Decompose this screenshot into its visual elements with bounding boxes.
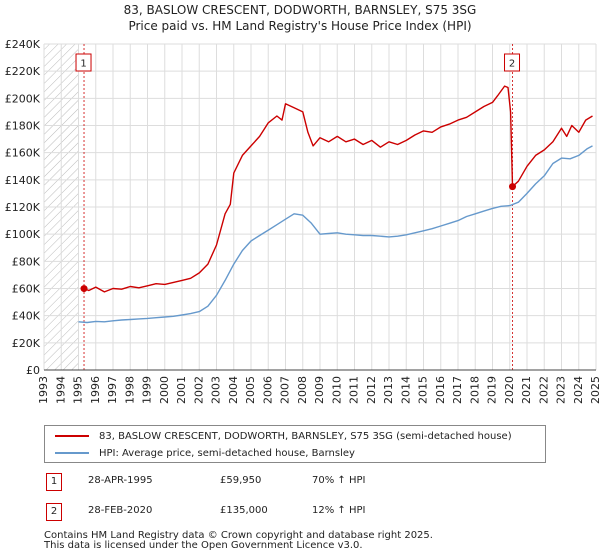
x-tick-label: 2007: [279, 376, 292, 404]
transaction-price: £135,000: [220, 505, 268, 516]
y-tick-label: £20K: [12, 337, 41, 350]
transaction-price: £59,950: [220, 475, 262, 486]
legend-item-price: 83, BASLOW CRESCENT, DODWORTH, BARNSLEY,…: [55, 428, 512, 444]
transaction-marker-box: [75, 53, 92, 72]
y-tick-label: £60K: [12, 283, 41, 296]
x-tick-label: 2014: [399, 376, 412, 404]
chart-title: 83, BASLOW CRESCENT, DODWORTH, BARNSLEY,…: [123, 3, 477, 17]
x-tick-label: 2008: [296, 376, 309, 404]
x-tick-label: 2013: [382, 376, 395, 404]
transaction-hpi-change: 12% ↑ HPI: [312, 505, 366, 516]
x-tick-label: 2016: [434, 376, 447, 404]
x-tick-label: 2025: [589, 376, 600, 404]
x-tick-label: 2009: [313, 376, 326, 404]
y-tick-label: £180K: [5, 120, 41, 133]
x-tick-label: 2017: [451, 376, 464, 404]
x-tick-label: 2010: [330, 376, 343, 404]
y-tick-label: £220K: [5, 65, 41, 78]
y-tick-label: £240K: [5, 38, 41, 51]
transaction-marker-label: 1: [80, 59, 86, 70]
x-tick-label: 2018: [468, 376, 481, 404]
transaction-marker-box: [504, 53, 521, 72]
footer-copyright: Contains HM Land Registry data © Crown c…: [44, 530, 433, 541]
x-tick-label: 2011: [348, 376, 361, 404]
x-tick-label: 1993: [37, 376, 50, 404]
hpi-line: [78, 145, 593, 324]
legend-item-hpi: HPI: Average price, semi-detached house,…: [55, 445, 355, 461]
footer-license: This data is licensed under the Open Gov…: [44, 540, 363, 551]
y-tick-label: £160K: [5, 147, 41, 160]
transaction-point: [80, 285, 88, 293]
legend-price-label: 83, BASLOW CRESCENT, DODWORTH, BARNSLEY,…: [99, 430, 512, 442]
x-tick-label: 2024: [572, 376, 585, 404]
x-tick-label: 1994: [54, 376, 67, 404]
transaction-point: [509, 183, 517, 191]
legend-price-swatch: [55, 435, 89, 437]
transaction-badge: 1: [46, 473, 62, 491]
price-chart: £0 £20K £40K £60K £80K £100K £120K £140K £160K £1…: [5, 38, 600, 404]
x-tick-label: 1997: [106, 376, 119, 404]
x-tick-label: 2012: [365, 376, 378, 404]
legend: 83, BASLOW CRESCENT, DODWORTH, BARNSLEY,…: [44, 425, 546, 463]
x-tick-label: 1998: [123, 376, 136, 404]
x-tick-label: 2020: [503, 376, 516, 404]
x-tick-label: 2015: [417, 376, 430, 404]
y-tick-label: £0: [26, 364, 40, 377]
y-tick-label: £120K: [5, 201, 41, 214]
x-tick-label: 2005: [244, 376, 257, 404]
y-tick-label: £40K: [12, 310, 41, 323]
y-tick-label: £200K: [5, 92, 41, 105]
legend-hpi-swatch: [55, 452, 89, 454]
y-tick-label: £140K: [5, 174, 41, 187]
x-tick-label: 2002: [192, 376, 205, 404]
y-tick-label: £80K: [12, 255, 41, 268]
transaction-hpi-change: 70% ↑ HPI: [312, 475, 366, 486]
x-tick-label: 2023: [555, 376, 568, 404]
x-tick-label: 2006: [261, 376, 274, 404]
x-tick-label: 2003: [210, 376, 223, 404]
price-paid-line: [83, 85, 593, 293]
x-tick-label: 2022: [537, 376, 550, 404]
x-tick-label: 2004: [227, 376, 240, 404]
y-tick-label: £100K: [5, 228, 41, 241]
x-tick-label: 2019: [486, 376, 499, 404]
transaction-marker-label: 2: [509, 59, 515, 70]
transaction-date: 28-APR-1995: [88, 475, 153, 486]
footer: Contains HM Land Registry data © Crown c…: [44, 531, 433, 551]
transaction-date: 28-FEB-2020: [88, 505, 153, 516]
transaction-badge: 2: [46, 503, 62, 521]
x-tick-label: 1995: [72, 376, 85, 404]
x-tick-label: 2000: [158, 376, 171, 404]
legend-hpi-label: HPI: Average price, semi-detached house,…: [99, 447, 355, 459]
x-tick-label: 1996: [89, 376, 102, 404]
chart-subtitle: Price paid vs. HM Land Registry's House …: [128, 19, 472, 33]
x-tick-label: 1999: [141, 376, 154, 404]
x-tick-label: 2001: [175, 376, 188, 404]
x-tick-label: 2021: [520, 376, 533, 404]
